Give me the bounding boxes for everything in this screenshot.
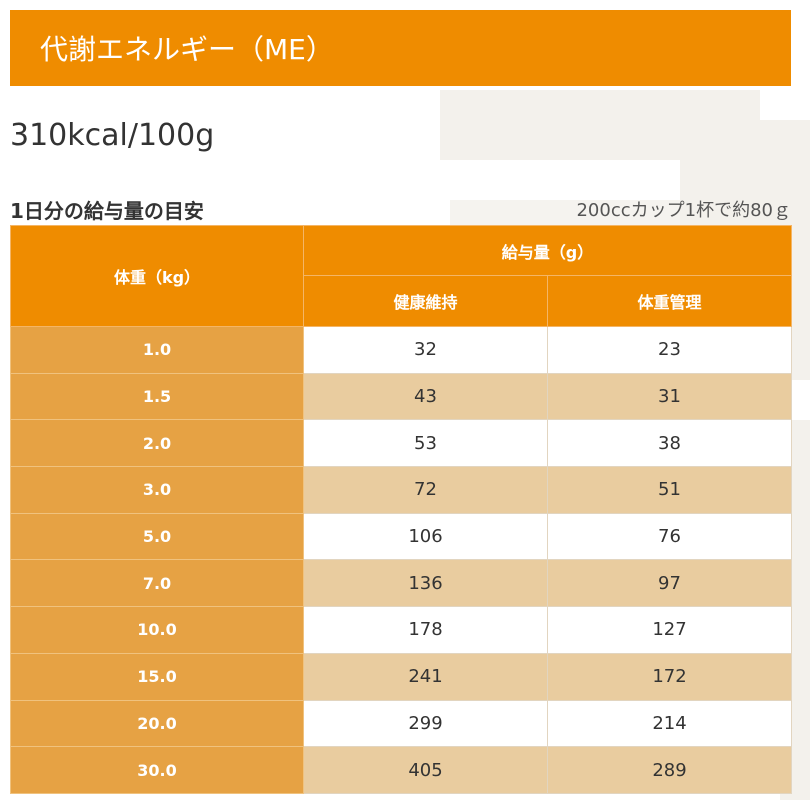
- header-amount: 給与量（g）: [303, 225, 792, 276]
- manage-cell: 38: [547, 419, 792, 468]
- header-weight: 体重（kg）: [10, 225, 304, 327]
- maintain-cell: 241: [303, 652, 548, 701]
- feeding-note: 200ccカップ1杯で約80ｇ: [576, 200, 791, 221]
- manage-cell: 289: [547, 746, 792, 794]
- table-row: 20.0 299 214: [10, 699, 792, 748]
- section-header-title: 代謝エネルギー（ME）: [40, 33, 334, 66]
- section-header: 代謝エネルギー（ME）: [10, 10, 791, 86]
- header-manage: 体重管理: [547, 275, 792, 327]
- manage-cell: 127: [547, 606, 792, 654]
- weight-cell: 15.0: [10, 652, 304, 701]
- table-row: 7.0 136 97: [10, 559, 792, 608]
- table-row: 15.0 241 172: [10, 652, 792, 701]
- header-maintain: 健康維持: [303, 275, 548, 327]
- manage-cell: 51: [547, 466, 792, 514]
- feeding-subheader: 1日分の給与量の目安 200ccカップ1杯で約80ｇ: [10, 193, 791, 225]
- table-row: 2.0 53 38: [10, 419, 792, 468]
- manage-cell: 23: [547, 326, 792, 374]
- maintain-cell: 136: [303, 559, 548, 608]
- table-row: 30.0 405 289: [10, 746, 792, 794]
- maintain-cell: 106: [303, 512, 548, 561]
- manage-cell: 31: [547, 372, 792, 421]
- weight-cell: 1.0: [10, 326, 304, 374]
- weight-cell: 7.0: [10, 559, 304, 608]
- weight-cell: 10.0: [10, 606, 304, 654]
- maintain-cell: 405: [303, 746, 548, 794]
- weight-cell: 5.0: [10, 512, 304, 561]
- weight-cell: 20.0: [10, 699, 304, 748]
- feeding-title: 1日分の給与量の目安: [10, 198, 204, 223]
- manage-cell: 97: [547, 559, 792, 608]
- manage-cell: 172: [547, 652, 792, 701]
- weight-cell: 1.5: [10, 372, 304, 421]
- maintain-cell: 53: [303, 419, 548, 468]
- table-row: 1.0 32 23: [10, 326, 792, 374]
- table-row: 3.0 72 51: [10, 466, 792, 514]
- table-row: 10.0 178 127: [10, 606, 792, 654]
- weight-cell: 2.0: [10, 419, 304, 468]
- maintain-cell: 43: [303, 372, 548, 421]
- feeding-table: 体重（kg） 給与量（g） 健康維持 体重管理 1.0 32 23 1.5 43…: [10, 225, 792, 794]
- manage-cell: 214: [547, 699, 792, 748]
- calorie-value: 310kcal/100g: [10, 118, 215, 153]
- maintain-cell: 299: [303, 699, 548, 748]
- maintain-cell: 32: [303, 326, 548, 374]
- weight-cell: 3.0: [10, 466, 304, 514]
- table-row: 5.0 106 76: [10, 512, 792, 561]
- table-row: 1.5 43 31: [10, 372, 792, 421]
- maintain-cell: 72: [303, 466, 548, 514]
- weight-cell: 30.0: [10, 746, 304, 794]
- manage-cell: 76: [547, 512, 792, 561]
- maintain-cell: 178: [303, 606, 548, 654]
